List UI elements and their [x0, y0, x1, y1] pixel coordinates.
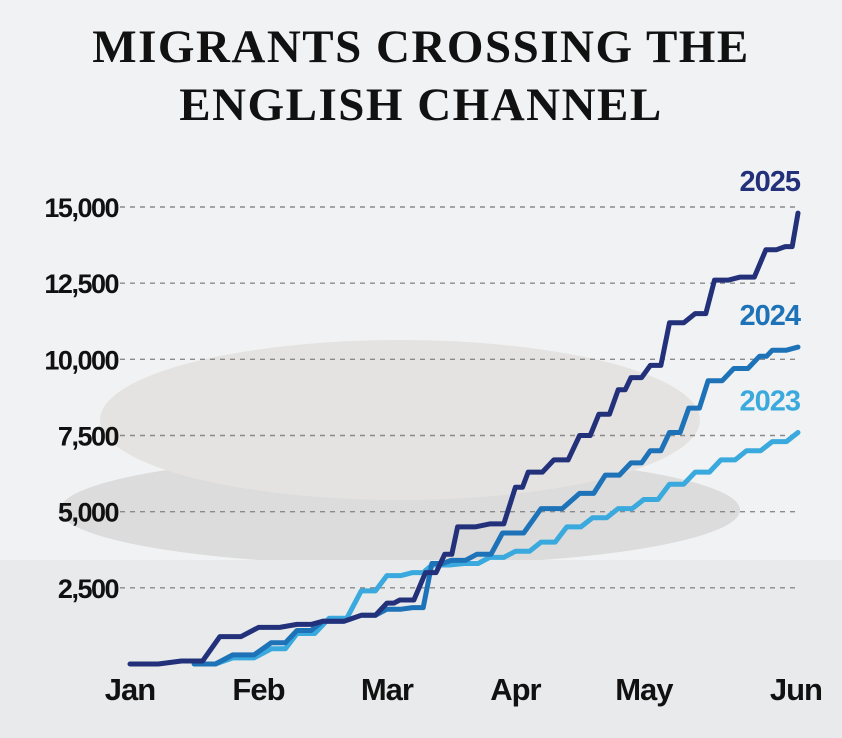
x-tick-label: Feb	[232, 672, 284, 707]
y-tick-label: 5,000	[58, 498, 119, 528]
x-tick-label: Jun	[770, 672, 822, 707]
background-boat-photo	[0, 340, 842, 738]
chart-title-line-1: MIGRANTS CROSSING THE	[92, 21, 750, 73]
x-tick-label: Mar	[361, 672, 414, 707]
chart-title: MIGRANTS CROSSING THE ENGLISH CHANNEL	[0, 18, 842, 134]
x-axis-ticks: Jan Feb Mar Apr May Jun	[105, 672, 823, 707]
gridlines	[120, 206, 800, 589]
y-tick-label: 12,500	[44, 269, 118, 299]
x-tick-label: Jan	[105, 672, 155, 707]
chart-title-line-2: ENGLISH CHANNEL	[179, 79, 663, 131]
y-tick-label: 15,000	[44, 193, 118, 223]
x-tick-label: May	[615, 672, 674, 707]
series-label-2024: 2024	[739, 300, 800, 332]
y-tick-label: 10,000	[44, 345, 118, 375]
y-axis-ticks: 2,500 5,000 7,500 10,000 12,500 15,000	[44, 193, 120, 604]
series-line-2025	[127, 210, 801, 667]
y-tick-label: 2,500	[58, 574, 119, 604]
series-line-2023	[191, 430, 801, 667]
x-tick-label: Apr	[490, 672, 541, 707]
series-lines	[127, 210, 801, 667]
y-tick-label: 7,500	[58, 422, 119, 452]
series-labels: 2023 2024 2025	[739, 166, 801, 417]
series-label-2023: 2023	[739, 385, 800, 417]
series-label-2025: 2025	[739, 166, 800, 198]
